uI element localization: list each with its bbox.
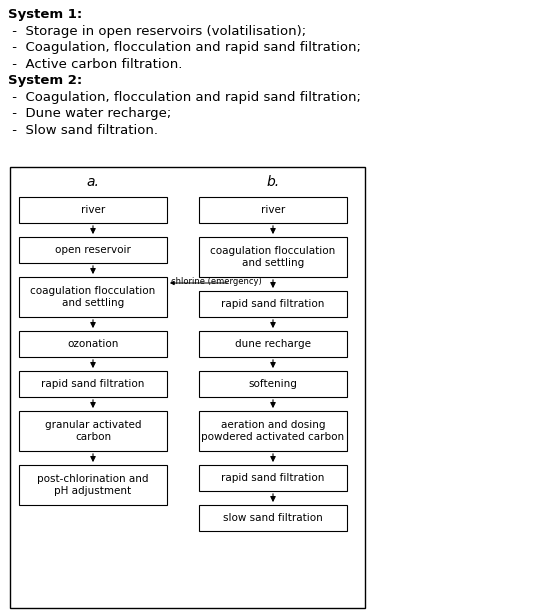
Bar [199,371,347,397]
Bar [199,237,347,277]
Bar [199,331,347,357]
Text: System 1:: System 1: [8,8,82,21]
Text: ozonation: ozonation [67,339,119,349]
Text: rapid sand filtration: rapid sand filtration [221,299,325,309]
Text: chlorine (emergency): chlorine (emergency) [171,277,262,286]
Text: b.: b. [267,175,280,189]
Text: coagulation flocculation
and settling: coagulation flocculation and settling [30,286,156,308]
Bar [19,277,167,317]
Text: granular activated
carbon: granular activated carbon [45,420,141,442]
Bar [199,197,347,223]
Text: -  Slow sand filtration.: - Slow sand filtration. [8,123,158,137]
Bar [19,371,167,397]
Text: river: river [81,205,105,215]
Text: -  Dune water recharge;: - Dune water recharge; [8,107,171,120]
Bar [19,331,167,357]
Text: coagulation flocculation
and settling: coagulation flocculation and settling [211,246,336,268]
Text: -  Coagulation, flocculation and rapid sand filtration;: - Coagulation, flocculation and rapid sa… [8,91,361,103]
Text: rapid sand filtration: rapid sand filtration [41,379,145,389]
Bar [19,197,167,223]
Bar [199,465,347,491]
Text: dune recharge: dune recharge [235,339,311,349]
Text: rapid sand filtration: rapid sand filtration [221,473,325,483]
Text: a.: a. [86,175,100,189]
Bar [199,505,347,531]
Text: -  Coagulation, flocculation and rapid sand filtration;: - Coagulation, flocculation and rapid sa… [8,41,361,54]
Text: softening: softening [249,379,298,389]
Text: slow sand filtration: slow sand filtration [223,513,323,523]
Text: post-chlorination and
pH adjustment: post-chlorination and pH adjustment [37,474,149,496]
Text: aeration and dosing
powdered activated carbon: aeration and dosing powdered activated c… [201,420,344,442]
Bar [19,411,167,451]
Text: -  Active carbon filtration.: - Active carbon filtration. [8,57,182,70]
Bar [199,291,347,317]
Bar [10,167,365,608]
Text: river: river [261,205,285,215]
Bar [19,237,167,263]
Bar [19,465,167,505]
Text: open reservoir: open reservoir [55,245,131,255]
Text: System 2:: System 2: [8,74,82,87]
Text: -  Storage in open reservoirs (volatilisation);: - Storage in open reservoirs (volatilisa… [8,25,306,38]
Bar [199,411,347,451]
